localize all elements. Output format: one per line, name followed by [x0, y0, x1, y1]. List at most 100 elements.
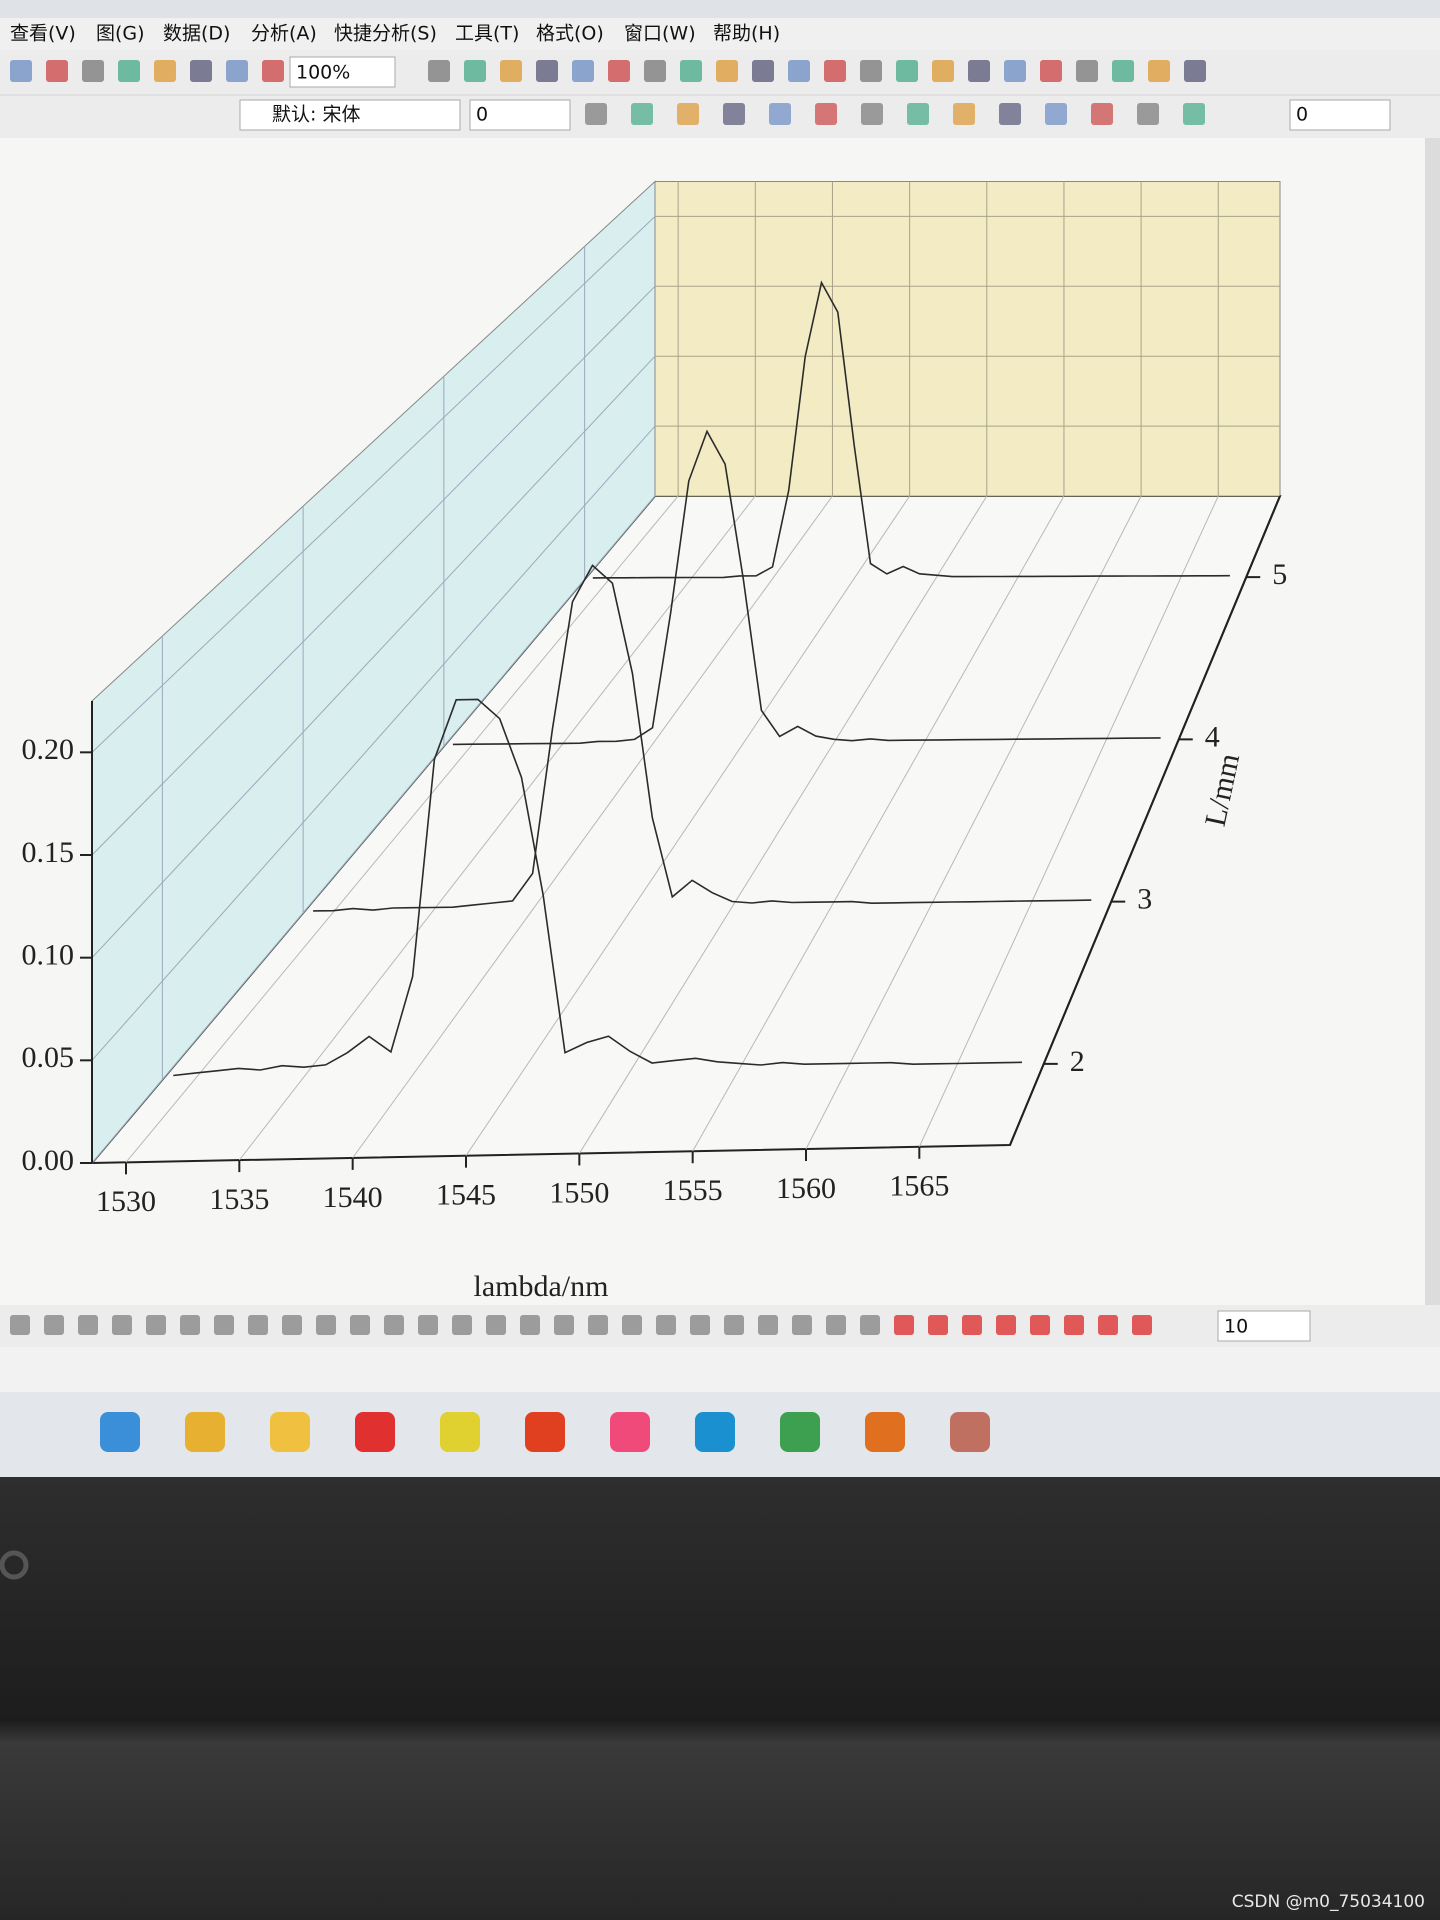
tool-icon[interactable] [644, 60, 666, 82]
tool-icon[interactable] [262, 60, 284, 82]
tool-icon[interactable] [418, 1315, 438, 1335]
tool-icon[interactable] [1004, 60, 1026, 82]
tool-icon[interactable] [316, 1315, 336, 1335]
taskbar-app[interactable] [185, 1412, 225, 1452]
tool-icon[interactable] [1132, 1315, 1152, 1335]
tool-icon[interactable] [486, 1315, 506, 1335]
tool-icon[interactable] [190, 60, 212, 82]
tool-icon[interactable] [46, 60, 68, 82]
tool-icon[interactable] [588, 1315, 608, 1335]
tool-icon[interactable] [464, 60, 486, 82]
tool-icon[interactable] [1112, 60, 1134, 82]
taskbar-app[interactable] [865, 1412, 905, 1452]
tool-icon[interactable] [962, 1315, 982, 1335]
tool-icon[interactable] [1040, 60, 1062, 82]
tool-icon[interactable] [1184, 60, 1206, 82]
tool-icon[interactable] [860, 60, 882, 82]
tool-icon[interactable] [815, 103, 837, 125]
taskbar-app[interactable] [780, 1412, 820, 1452]
tool-icon[interactable] [769, 103, 791, 125]
taskbar-app[interactable] [610, 1412, 650, 1452]
tool-icon[interactable] [894, 1315, 914, 1335]
tool-icon[interactable] [282, 1315, 302, 1335]
tool-icon[interactable] [536, 60, 558, 82]
tool-icon[interactable] [826, 1315, 846, 1335]
menu-item[interactable]: 格式(O) [536, 23, 604, 45]
tool-icon[interactable] [154, 60, 176, 82]
tool-icon[interactable] [1064, 1315, 1084, 1335]
tool-icon[interactable] [214, 1315, 234, 1335]
tool-icon[interactable] [1045, 103, 1067, 125]
menu-item[interactable]: 分析(A) [251, 23, 317, 45]
tool-icon[interactable] [824, 60, 846, 82]
tool-icon[interactable] [1091, 103, 1113, 125]
font-size-field[interactable] [469, 99, 571, 131]
tool-icon[interactable] [953, 103, 975, 125]
tool-icon[interactable] [226, 60, 248, 82]
tool-icon[interactable] [724, 1315, 744, 1335]
tool-icon[interactable] [861, 103, 883, 125]
taskbar-app[interactable] [950, 1412, 990, 1452]
tool-icon[interactable] [428, 60, 450, 82]
tool-icon[interactable] [350, 1315, 370, 1335]
tool-icon[interactable] [723, 103, 745, 125]
tool-icon[interactable] [608, 60, 630, 82]
tool-icon[interactable] [44, 1315, 64, 1335]
tool-icon[interactable] [1148, 60, 1170, 82]
tool-icon[interactable] [968, 60, 990, 82]
menu-item[interactable]: 图(G) [96, 23, 145, 45]
tool-icon[interactable] [792, 1315, 812, 1335]
menu-item[interactable]: 工具(T) [455, 23, 519, 45]
tool-icon[interactable] [1137, 103, 1159, 125]
tool-icon[interactable] [146, 1315, 166, 1335]
menu-item[interactable]: 查看(V) [10, 23, 76, 45]
tool-icon[interactable] [1183, 103, 1205, 125]
tool-icon[interactable] [752, 60, 774, 82]
tool-icon[interactable] [520, 1315, 540, 1335]
tool-icon[interactable] [572, 60, 594, 82]
tool-icon[interactable] [180, 1315, 200, 1335]
tool-icon[interactable] [10, 60, 32, 82]
menu-item[interactable]: 快捷分析(S) [334, 23, 437, 45]
taskbar-app[interactable] [270, 1412, 310, 1452]
tool-icon[interactable] [860, 1315, 880, 1335]
tool-icon[interactable] [996, 1315, 1016, 1335]
tool-icon[interactable] [554, 1315, 574, 1335]
tool-icon[interactable] [907, 103, 929, 125]
menu-item[interactable]: 数据(D) [163, 23, 230, 45]
bottom-field[interactable] [1217, 1310, 1311, 1342]
taskbar-app[interactable] [525, 1412, 565, 1452]
menu-item[interactable]: 帮助(H) [713, 23, 780, 45]
tool-icon[interactable] [677, 103, 699, 125]
menu-item[interactable]: 窗口(W) [624, 23, 696, 45]
tool-icon[interactable] [78, 1315, 98, 1335]
tool-icon[interactable] [1030, 1315, 1050, 1335]
tool-icon[interactable] [896, 60, 918, 82]
tool-icon[interactable] [585, 103, 607, 125]
tool-icon[interactable] [622, 1315, 642, 1335]
tool-icon[interactable] [680, 60, 702, 82]
line-width-field[interactable] [1289, 99, 1391, 131]
taskbar-app[interactable] [355, 1412, 395, 1452]
tool-icon[interactable] [112, 1315, 132, 1335]
font-field[interactable] [239, 99, 461, 131]
tool-icon[interactable] [758, 1315, 778, 1335]
tool-icon[interactable] [82, 60, 104, 82]
tool-icon[interactable] [631, 103, 653, 125]
tool-icon[interactable] [248, 1315, 268, 1335]
tool-icon[interactable] [1076, 60, 1098, 82]
tool-icon[interactable] [10, 1315, 30, 1335]
tool-icon[interactable] [384, 1315, 404, 1335]
tool-icon[interactable] [500, 60, 522, 82]
tool-icon[interactable] [999, 103, 1021, 125]
tool-icon[interactable] [656, 1315, 676, 1335]
zoom-field[interactable] [289, 56, 396, 88]
tool-icon[interactable] [716, 60, 738, 82]
tool-icon[interactable] [1098, 1315, 1118, 1335]
tool-icon[interactable] [690, 1315, 710, 1335]
tool-icon[interactable] [928, 1315, 948, 1335]
tool-icon[interactable] [932, 60, 954, 82]
tool-icon[interactable] [788, 60, 810, 82]
tool-icon[interactable] [118, 60, 140, 82]
tool-icon[interactable] [452, 1315, 472, 1335]
